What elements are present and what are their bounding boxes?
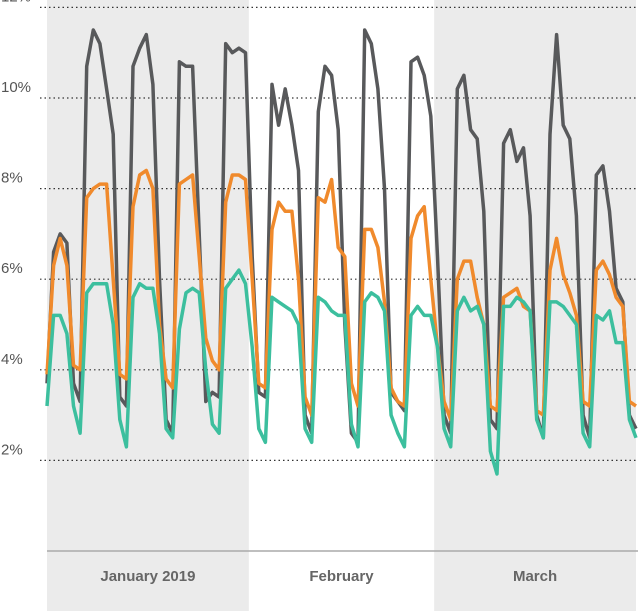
y-tick-label: 4% xyxy=(1,351,23,368)
month-band xyxy=(47,0,249,611)
month-label: January 2019 xyxy=(100,568,195,585)
month-label: February xyxy=(309,568,374,585)
y-tick-label: 2% xyxy=(1,441,23,458)
y-tick-label: 8% xyxy=(1,170,23,187)
y-tick-label: 12% xyxy=(1,0,31,5)
y-tick-label: 10% xyxy=(1,79,31,96)
y-tick-label: 6% xyxy=(1,260,23,277)
month-label: March xyxy=(513,568,557,585)
series-line xyxy=(45,268,638,476)
